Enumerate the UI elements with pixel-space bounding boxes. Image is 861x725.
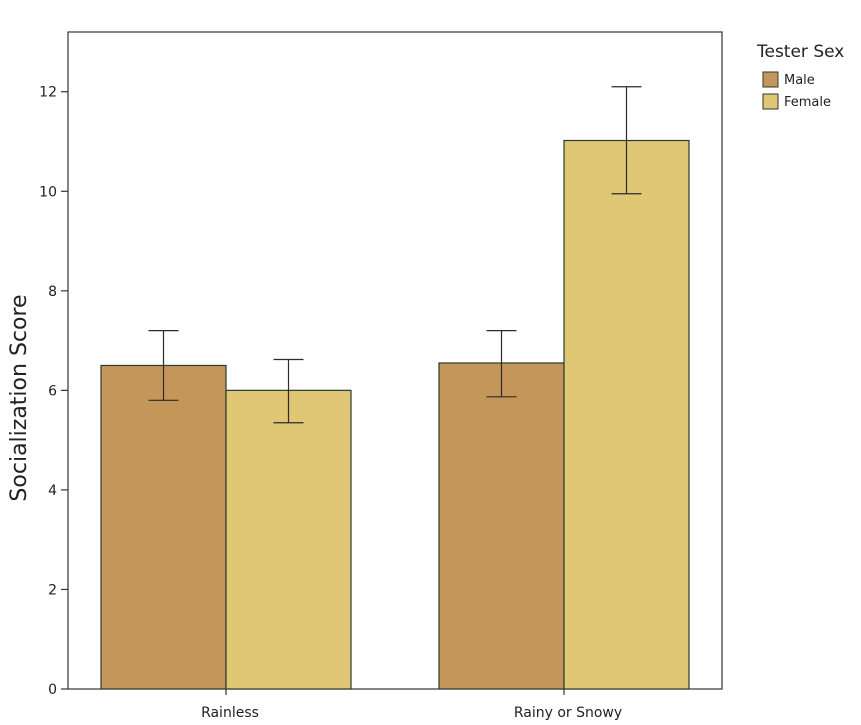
x-tick-label: Rainy or Snowy [514,705,622,721]
x-axis: Rainless Rainy or Snowy [201,689,622,721]
error-bars [148,86,642,424]
y-axis-label: Socialization Score [7,294,32,501]
bar-male-rainy-or-snowy [438,362,565,690]
legend-swatch-female [762,93,779,110]
legend-label-male: Male [784,73,815,88]
y-axis: 0 2 4 6 8 10 12 [39,85,68,698]
y-tick-label: 0 [48,682,57,698]
legend: Tester Sex Male Female [756,42,844,110]
legend-swatch-male [762,71,779,88]
bar-female-rainy-or-snowy [563,139,690,690]
y-tick-label: 8 [48,284,57,300]
x-tick-label: Rainless [201,705,259,721]
y-tick-label: 12 [39,85,57,101]
y-tick-label: 2 [48,582,57,598]
plot-frame [67,31,723,690]
y-tick-label: 6 [48,383,57,399]
legend-title: Tester Sex [756,42,844,62]
y-tick-label: 4 [48,483,57,499]
legend-label-female: Female [784,95,831,110]
y-tick-label: 10 [39,184,57,200]
plot-border [67,31,723,690]
bar-male-rainless [100,364,227,690]
bar-female-rainless [225,389,352,690]
bars [100,139,690,690]
